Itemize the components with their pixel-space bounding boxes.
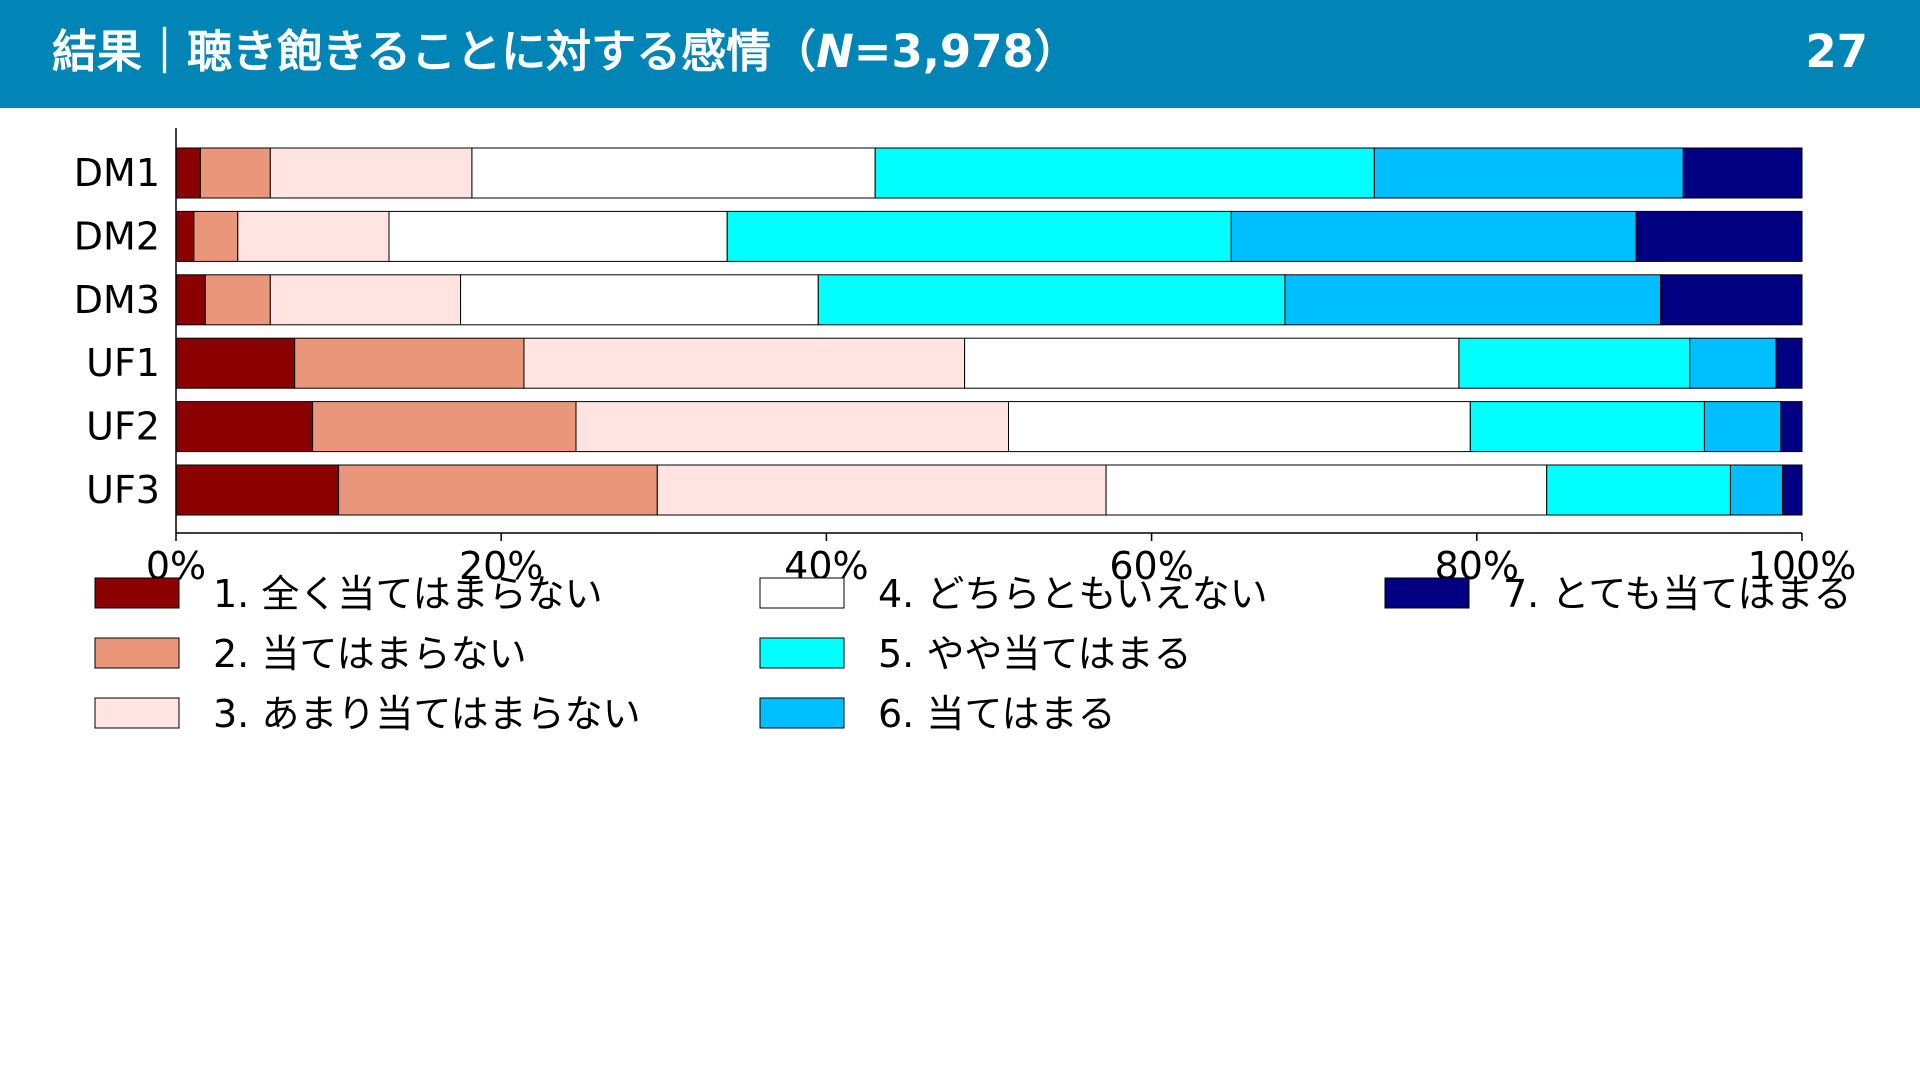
legend-swatch-1	[94, 577, 180, 609]
bar-uf3-series-3	[656, 464, 1107, 516]
slide-title: 結果｜聴き飽きることに対する感情（N=3,978）	[52, 22, 1079, 82]
bar-uf2-series-3	[575, 401, 1010, 453]
x-tick-label: 20%	[459, 544, 543, 588]
slide-header: 結果｜聴き飽きることに対する感情（N=3,978） 27	[0, 0, 1920, 108]
bar-dm3-series-1	[175, 274, 206, 326]
legend-swatch-3	[94, 697, 180, 729]
title-n: N	[816, 25, 854, 78]
bar-dm3-series-6	[1284, 274, 1662, 326]
legend-swatch-6	[759, 697, 845, 729]
legend-label-6: 6. 当てはまる	[878, 692, 1116, 736]
category-label-uf3: UF3	[86, 468, 160, 512]
bar-uf1-series-4	[964, 337, 1460, 389]
category-label-dm3: DM3	[74, 278, 160, 322]
category-label-dm1: DM1	[74, 151, 160, 195]
x-tick-label: 100%	[1748, 544, 1857, 588]
bar-uf1-series-6	[1689, 337, 1777, 389]
bar-dm1-series-3	[269, 147, 473, 199]
bar-uf2-series-5	[1469, 401, 1705, 453]
legend-swatch-4	[759, 577, 845, 609]
legend-label-1: 1. 全く当てはまらない	[213, 572, 603, 616]
title-rest: =3,978）	[853, 25, 1079, 78]
bar-uf1-series-5	[1458, 337, 1691, 389]
bar-dm3-series-4	[460, 274, 819, 326]
bar-dm2-series-5	[726, 210, 1232, 262]
bar-uf2-series-7	[1780, 401, 1803, 453]
bar-uf3-series-7	[1781, 464, 1803, 516]
title-main: 結果｜聴き飽きることに対する感情（	[52, 25, 817, 78]
bar-dm2-series-3	[237, 210, 390, 262]
bar-dm1-series-6	[1373, 147, 1684, 199]
bar-uf2-series-4	[1008, 401, 1471, 453]
bar-dm1-series-4	[471, 147, 876, 199]
bar-uf1-series-2	[294, 337, 525, 389]
bar-uf2-series-6	[1703, 401, 1782, 453]
bar-dm3-series-3	[269, 274, 462, 326]
bar-dm2-series-4	[388, 210, 728, 262]
bar-dm3-series-5	[817, 274, 1286, 326]
bar-dm1-series-7	[1682, 147, 1803, 199]
legend-swatch-2	[94, 637, 180, 669]
bar-uf2-series-2	[312, 401, 577, 453]
bar-uf1-series-3	[523, 337, 966, 389]
bar-uf2-series-1	[175, 401, 314, 453]
bar-uf3-series-1	[175, 464, 340, 516]
bar-uf1-series-7	[1775, 337, 1803, 389]
bar-dm2-series-6	[1230, 210, 1637, 262]
page-number: 27	[1805, 25, 1868, 78]
x-tick-label: 60%	[1109, 544, 1193, 588]
legend-label-7: 7. とても当てはまる	[1503, 572, 1852, 616]
bar-uf3-series-4	[1105, 464, 1548, 516]
bar-uf3-series-6	[1729, 464, 1783, 516]
category-label-uf2: UF2	[86, 405, 160, 449]
legend-label-2: 2. 当てはまらない	[213, 632, 527, 676]
legend-label-3: 3. あまり当てはまらない	[213, 692, 641, 736]
category-label-dm2: DM2	[74, 214, 160, 258]
bar-dm3-series-2	[204, 274, 271, 326]
bar-uf3-series-5	[1546, 464, 1731, 516]
legend-label-5: 5. やや当てはまる	[878, 632, 1192, 676]
bar-dm1-series-1	[175, 147, 201, 199]
bar-dm2-series-2	[193, 210, 239, 262]
legend-label-4: 4. どちらともいえない	[878, 572, 1268, 616]
bar-dm2-series-7	[1635, 210, 1803, 262]
legend: 1. 全く当てはまらない 2. 当てはまらない 3. あまり当てはまらない 4. どち…	[94, 572, 1852, 736]
bars-group	[175, 147, 1803, 516]
category-label-uf1: UF1	[86, 341, 160, 385]
legend-swatch-7	[1384, 577, 1470, 609]
bar-uf1-series-1	[175, 337, 296, 389]
bar-dm1-series-5	[874, 147, 1375, 199]
bar-dm3-series-7	[1660, 274, 1803, 326]
bar-dm1-series-2	[199, 147, 271, 199]
bar-dm2-series-1	[175, 210, 195, 262]
legend-swatch-5	[759, 637, 845, 669]
bar-uf3-series-2	[338, 464, 658, 516]
